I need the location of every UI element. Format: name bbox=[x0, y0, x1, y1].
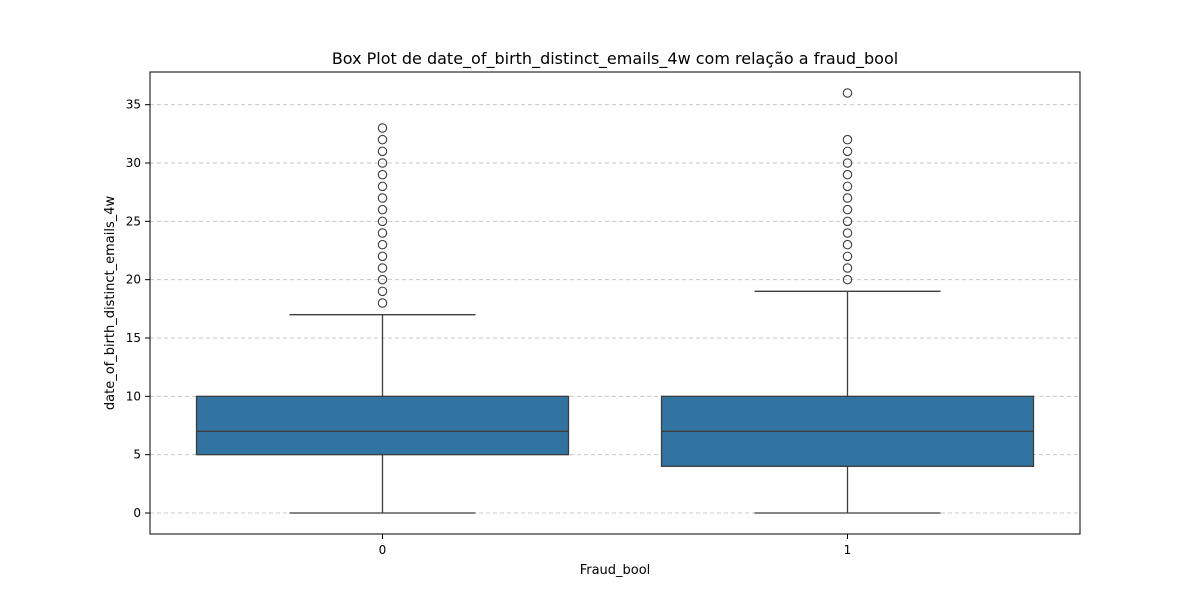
box-series bbox=[195, 88, 1035, 514]
y-tick-label: 25 bbox=[126, 214, 141, 228]
outlier-point bbox=[842, 251, 853, 262]
outlier-point bbox=[842, 216, 853, 227]
y-tick-label: 5 bbox=[133, 448, 141, 462]
y-tick-label: 35 bbox=[126, 98, 141, 112]
y-axis-label: date_of_birth_distinct_emails_4w bbox=[103, 196, 118, 411]
outlier-point bbox=[377, 146, 388, 157]
y-tick-label: 10 bbox=[126, 389, 141, 403]
outlier-point bbox=[842, 239, 853, 250]
outlier-point bbox=[377, 134, 388, 145]
outlier-point bbox=[377, 239, 388, 250]
outlier-point bbox=[377, 263, 388, 273]
chart-title: Box Plot de date_of_birth_distinct_email… bbox=[332, 49, 898, 69]
y-tick-label: 30 bbox=[126, 156, 141, 170]
outlier-point bbox=[842, 146, 853, 157]
outlier-point bbox=[377, 286, 388, 297]
x-tick-label: 0 bbox=[379, 543, 387, 557]
y-axis-ticks: 0 5 10 15 20 25 30 35 bbox=[126, 98, 150, 520]
outlier-point bbox=[377, 298, 388, 308]
outlier-point bbox=[377, 228, 388, 238]
outlier-point bbox=[377, 193, 388, 203]
outlier-point bbox=[377, 169, 388, 180]
y-tick-label: 15 bbox=[126, 331, 141, 345]
outlier-point bbox=[842, 263, 853, 273]
box-group-0 bbox=[195, 123, 570, 514]
outlier-point bbox=[842, 204, 853, 215]
plot-frame bbox=[149, 71, 1081, 535]
iqr-box bbox=[195, 395, 570, 456]
outlier-point bbox=[377, 251, 388, 262]
outlier-point bbox=[842, 274, 853, 285]
outlier-point bbox=[842, 228, 853, 238]
outlier-point bbox=[842, 169, 853, 180]
outlier-point bbox=[842, 134, 853, 145]
y-tick-label: 0 bbox=[133, 506, 141, 520]
outlier-point bbox=[842, 158, 853, 168]
outlier-point bbox=[377, 123, 388, 133]
outlier-point bbox=[842, 88, 853, 98]
outlier-point bbox=[377, 204, 388, 215]
outlier-point bbox=[377, 216, 388, 227]
outlier-point bbox=[842, 193, 853, 203]
y-tick-label: 20 bbox=[126, 273, 141, 287]
outlier-point bbox=[377, 274, 388, 285]
box-group-1 bbox=[660, 88, 1035, 514]
outlier-point bbox=[377, 158, 388, 168]
x-axis-label: Fraud_bool bbox=[580, 563, 651, 578]
outlier-point bbox=[842, 181, 853, 192]
x-tick-label: 1 bbox=[844, 543, 852, 557]
outlier-point bbox=[377, 181, 388, 192]
